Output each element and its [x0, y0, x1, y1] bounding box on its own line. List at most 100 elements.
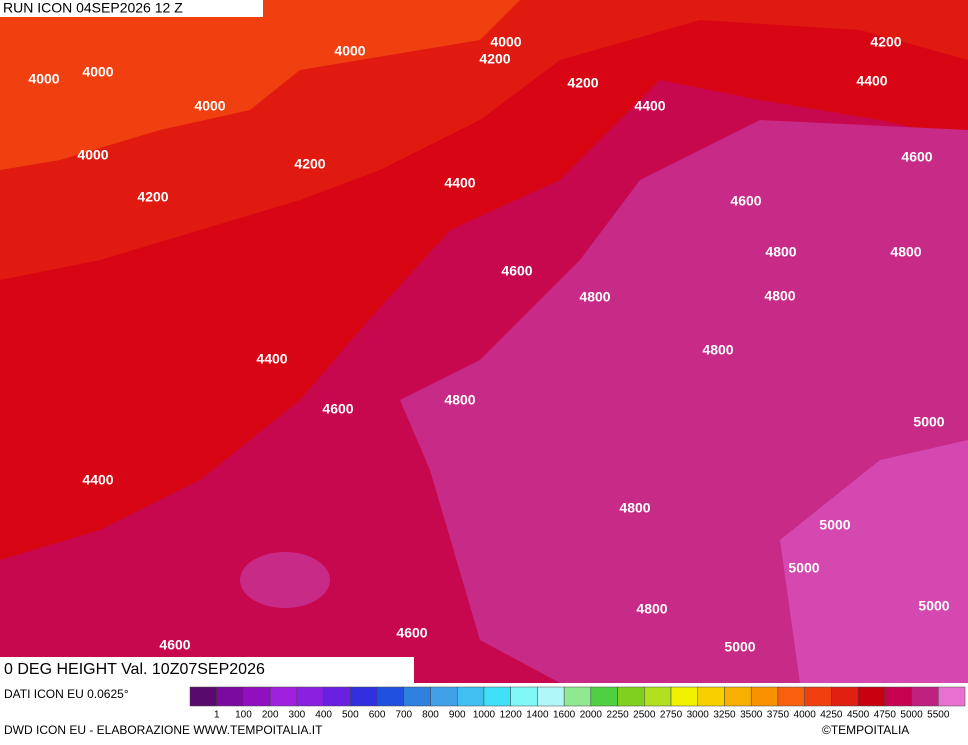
field-title: 0 DEG HEIGHT Val. 10Z07SEP2026: [4, 661, 265, 678]
legend-label: 400: [315, 710, 332, 721]
contour-label: 5000: [819, 517, 850, 533]
legend-swatch: [884, 686, 912, 707]
contour-label: 4000: [194, 98, 225, 114]
legend-label: 800: [422, 710, 439, 721]
contour-label: 4000: [490, 34, 521, 50]
legend-label: 900: [449, 710, 466, 721]
legend-swatch: [563, 686, 592, 707]
contour-label: 4000: [28, 71, 59, 87]
legend-label: 3750: [767, 710, 790, 721]
legend-swatch: [376, 686, 405, 707]
legend-label: 2000: [580, 710, 603, 721]
legend-swatch: [216, 686, 244, 707]
zone-4800: [240, 552, 330, 608]
contour-label: 5000: [788, 560, 819, 576]
legend-swatch: [697, 686, 725, 707]
legend-label: 2250: [606, 710, 629, 721]
legend-swatch: [430, 686, 458, 707]
contour-label: 4800: [444, 392, 475, 408]
legend-label: 2500: [633, 710, 656, 721]
legend-label: 1: [214, 710, 220, 721]
legend-swatch: [189, 686, 217, 707]
contour-label: 5000: [918, 598, 949, 614]
contour-label: 4600: [730, 193, 761, 209]
contour-label: 4400: [444, 175, 475, 191]
contour-label: 4600: [159, 637, 190, 653]
contour-label: 4400: [256, 351, 287, 367]
legend-swatch: [323, 686, 351, 707]
legend-swatch: [617, 686, 645, 707]
legend-label: 500: [342, 710, 359, 721]
field-box: [0, 657, 414, 683]
legend-swatch: [269, 686, 298, 707]
legend-label: 1000: [473, 710, 496, 721]
contour-label: 4000: [77, 147, 108, 163]
run-title: RUN ICON 04SEP2026 12 Z: [3, 0, 183, 16]
contour-label: 4800: [636, 601, 667, 617]
contour-label: 4600: [322, 401, 353, 417]
contour-label: 4200: [294, 156, 325, 172]
legend-label: 1200: [500, 710, 523, 721]
legend-label: 4750: [874, 710, 897, 721]
legend-swatch: [750, 686, 779, 707]
legend-label: 300: [289, 710, 306, 721]
legend-swatch: [456, 686, 485, 707]
contour-label: 4400: [634, 98, 665, 114]
contour-label: 4800: [619, 500, 650, 516]
legend-label: 700: [395, 710, 412, 721]
contour-label: 4600: [901, 149, 932, 165]
legend-label: 5500: [927, 710, 950, 721]
header-box: [0, 0, 263, 17]
legend-label: 4000: [794, 710, 817, 721]
zone-5000: [780, 440, 968, 683]
legend-swatch: [350, 686, 378, 707]
legend-label: 2750: [660, 710, 683, 721]
legend-swatch: [670, 686, 699, 707]
contour-label: 4200: [137, 189, 168, 205]
contour-label: 4800: [702, 342, 733, 358]
contour-label: 4800: [765, 244, 796, 260]
contour-label: 4800: [890, 244, 921, 260]
legend-label: 1400: [526, 710, 549, 721]
contour-label: 4600: [396, 625, 427, 641]
legend-swatch: [857, 686, 886, 707]
legend-label: 100: [235, 710, 252, 721]
legend-label: 4500: [847, 710, 870, 721]
legend-label: 600: [369, 710, 386, 721]
contour-label: 4400: [856, 73, 887, 89]
legend-swatch: [644, 686, 672, 707]
legend-label: 3250: [713, 710, 736, 721]
legend-label: 1600: [553, 710, 576, 721]
zone-4000: [0, 0, 520, 170]
contour-label: 4200: [567, 75, 598, 91]
legend-swatch: [510, 686, 538, 707]
legend-swatch: [938, 686, 966, 707]
legend-swatch: [724, 686, 752, 707]
contour-label: 5000: [913, 414, 944, 430]
legend-label: 3000: [687, 710, 710, 721]
contour-label: 4800: [579, 289, 610, 305]
contour-label: 5000: [724, 639, 755, 655]
contour-label: 4200: [479, 51, 510, 67]
legend-swatch: [831, 686, 859, 707]
legend-swatch: [590, 686, 618, 707]
copyright: ©TEMPOITALIA: [822, 723, 909, 737]
contour-label: 4600: [501, 263, 532, 279]
contour-label: 4200: [870, 34, 901, 50]
legend-label: 200: [262, 710, 279, 721]
legend-swatch: [777, 686, 805, 707]
contour-label: 4400: [82, 472, 113, 488]
legend-swatch: [804, 686, 832, 707]
credit: DWD ICON EU - ELABORAZIONE WWW.TEMPOITAL…: [4, 723, 323, 737]
legend-swatch: [911, 686, 939, 707]
legend-label: 5000: [900, 710, 923, 721]
source: DATI ICON EU 0.0625°: [4, 687, 129, 701]
contour-label: 4000: [334, 43, 365, 59]
contour-label: 4000: [82, 64, 113, 80]
contour-label: 4800: [764, 288, 795, 304]
legend-swatch: [243, 686, 271, 707]
legend-swatch: [483, 686, 511, 707]
legend-swatch: [537, 686, 565, 707]
